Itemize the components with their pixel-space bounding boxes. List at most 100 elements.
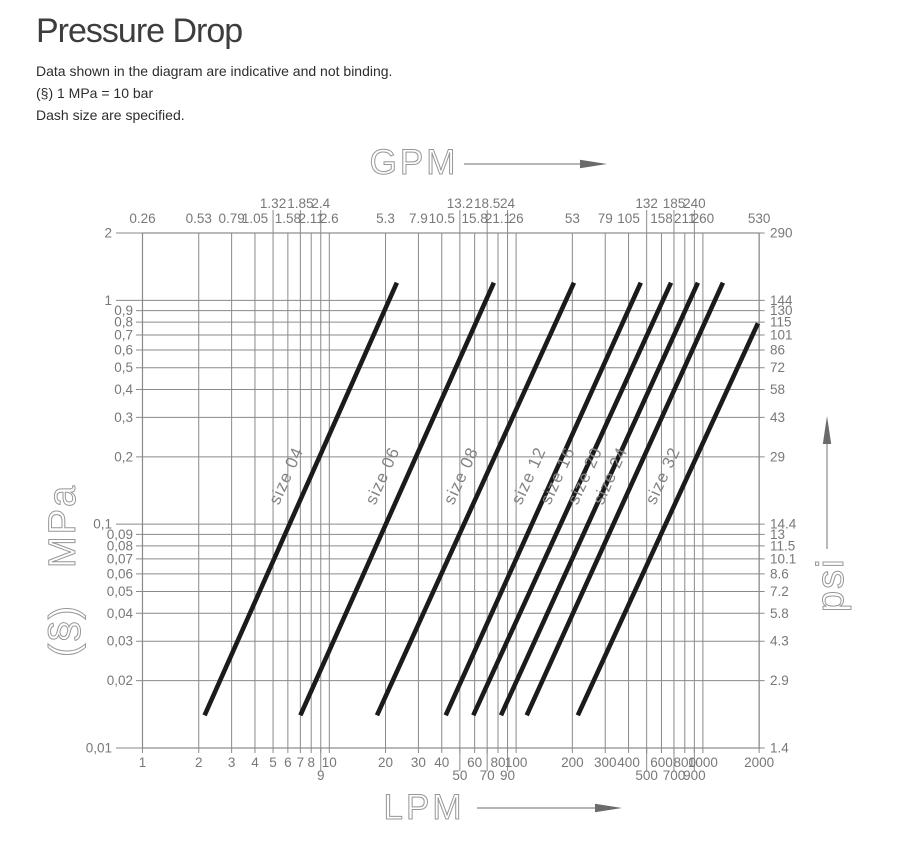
lpm-tick-4: 4 — [251, 755, 259, 770]
lpm-tick-2000: 2000 — [744, 755, 774, 770]
lpm-tick-90: 90 — [500, 768, 515, 783]
psi-tick-101: 101 — [770, 328, 793, 343]
mpa-tick-0,03: 0,03 — [107, 634, 133, 649]
gpm-tick-0.79: 0.79 — [218, 211, 244, 226]
lpm-tick-400: 400 — [617, 755, 640, 770]
mpa-tick-0,6: 0,6 — [114, 343, 133, 358]
mpa-tick-0,06: 0,06 — [107, 566, 133, 581]
mpa-tick-0,5: 0,5 — [114, 360, 133, 375]
psi-tick-7.2: 7.2 — [770, 584, 789, 599]
mpa-tick-0,04: 0,04 — [107, 606, 134, 621]
mpa-tick-1: 1 — [104, 293, 112, 308]
lpm-tick-40: 40 — [434, 755, 449, 770]
gpm-tick-24: 24 — [500, 196, 516, 211]
gpm-tick-211: 211 — [674, 211, 696, 226]
mpa-tick-0,3: 0,3 — [114, 410, 133, 425]
gpm-tick-0.53: 0.53 — [186, 211, 212, 226]
gpm-tick-1.85: 1.85 — [287, 196, 313, 211]
gpm-tick-240: 240 — [683, 196, 706, 211]
lpm-tick-200: 200 — [561, 755, 584, 770]
psi-tick-5.8: 5.8 — [770, 606, 789, 621]
gpm-tick-79: 79 — [598, 211, 613, 226]
axis-labels: 0.26 0.53 0.791.05 1.582.112.6 5.3 7.9 10.5 15.… — [86, 196, 797, 783]
lpm-tick-100: 100 — [505, 755, 528, 770]
gpm-tick-1.05: 1.05 — [242, 211, 268, 226]
gpm-tick-530: 530 — [748, 211, 771, 226]
gpm-tick-1.32: 1.32 — [260, 196, 286, 211]
psi-tick-29: 29 — [770, 449, 785, 464]
lpm-tick-9: 9 — [317, 768, 325, 783]
series-line-size-08 — [374, 281, 577, 717]
grid — [116, 210, 765, 771]
mpa-tick-0,4: 0,4 — [114, 382, 133, 397]
lpm-tick-3: 3 — [228, 755, 236, 770]
psi-tick-10.1: 10.1 — [770, 551, 796, 566]
notes-block: Data shown in the diagram are indicative… — [36, 60, 392, 126]
gpm-tick-5.3: 5.3 — [376, 211, 395, 226]
gpm-tick-18.5: 18.5 — [474, 196, 500, 211]
gpm-arrowhead-icon — [580, 159, 607, 169]
lpm-tick-1000: 1000 — [688, 755, 718, 770]
section-symbol: (§) — [42, 605, 86, 657]
lpm-tick-30: 30 — [411, 755, 426, 770]
lpm-tick-900: 900 — [683, 768, 706, 783]
psi-tick-58: 58 — [770, 382, 785, 397]
psi-tick-14.4: 14.4 — [770, 517, 797, 532]
gpm-tick-158: 158 — [650, 211, 673, 226]
psi-tick-115: 115 — [770, 315, 792, 330]
note-line-3: Dash size are specified. — [36, 107, 185, 124]
header: Pressure Drop Data shown in the diagram … — [36, 11, 392, 126]
psi-tick-43: 43 — [770, 410, 785, 425]
plot-border — [141, 232, 760, 749]
mpa-tick-0,02: 0,02 — [107, 673, 133, 688]
psi-tick-1.4: 1.4 — [770, 741, 789, 756]
mpa-tick-0,7: 0,7 — [114, 328, 133, 343]
psi-tick-11.5: 11.5 — [770, 538, 795, 553]
gpm-tick-105: 105 — [617, 211, 640, 226]
lpm-tick-800: 800 — [674, 755, 697, 770]
gpm-axis-title: GPM — [370, 143, 459, 182]
psi-tick-13: 13 — [770, 527, 785, 542]
mpa-tick-0,09: 0,09 — [107, 527, 133, 542]
mpa-tick-0,05: 0,05 — [107, 584, 133, 599]
series-line-size-16 — [471, 281, 674, 717]
mpa-tick-2: 2 — [104, 226, 112, 241]
lpm-tick-70: 70 — [480, 768, 495, 783]
lpm-axis-title: LPM — [384, 788, 465, 827]
gpm-tick-2.4: 2.4 — [311, 196, 330, 211]
lpm-tick-10: 10 — [322, 755, 337, 770]
series-line-size-32 — [575, 322, 760, 717]
page-title: Pressure Drop — [36, 12, 243, 50]
gpm-tick-15.8: 15.8 — [462, 211, 488, 226]
series-line-size-12 — [443, 281, 643, 717]
series-line-size-04 — [202, 281, 399, 717]
psi-tick-8.6: 8.6 — [770, 566, 789, 581]
series-line-size-20 — [498, 281, 700, 717]
lpm-tick-20: 20 — [378, 755, 393, 770]
series-line-size-06 — [298, 281, 496, 717]
gpm-tick-21.1: 21.1 — [485, 211, 511, 226]
psi-tick-144: 144 — [770, 293, 793, 308]
note-line-2: (§) 1 MPa = 10 bar — [36, 85, 154, 102]
gpm-tick-13.2: 13.2 — [447, 196, 473, 211]
gpm-tick-53: 53 — [565, 211, 580, 226]
axis-titles: GPM LPM MPa (§) psi — [42, 143, 853, 828]
series-line-size-24 — [524, 281, 726, 717]
mpa-tick-0,01: 0,01 — [86, 741, 112, 756]
mpa-tick-0,07: 0,07 — [107, 551, 133, 566]
mpa-tick-0,2: 0,2 — [114, 449, 133, 464]
gpm-tick-1.58: 1.58 — [275, 211, 301, 226]
lpm-tick-700: 700 — [663, 768, 686, 783]
psi-tick-290: 290 — [770, 226, 793, 241]
mpa-tick-0,9: 0,9 — [114, 303, 133, 318]
lpm-tick-80: 80 — [490, 755, 505, 770]
lpm-tick-300: 300 — [594, 755, 617, 770]
psi-axis-title: psi — [810, 557, 852, 612]
mpa-tick-0,8: 0,8 — [114, 315, 133, 330]
psi-tick-72: 72 — [770, 360, 785, 375]
gpm-tick-26: 26 — [509, 211, 524, 226]
lpm-tick-7: 7 — [297, 755, 305, 770]
mpa-tick-0,1: 0,1 — [93, 517, 112, 532]
mpa-tick-0,08: 0,08 — [107, 538, 133, 553]
